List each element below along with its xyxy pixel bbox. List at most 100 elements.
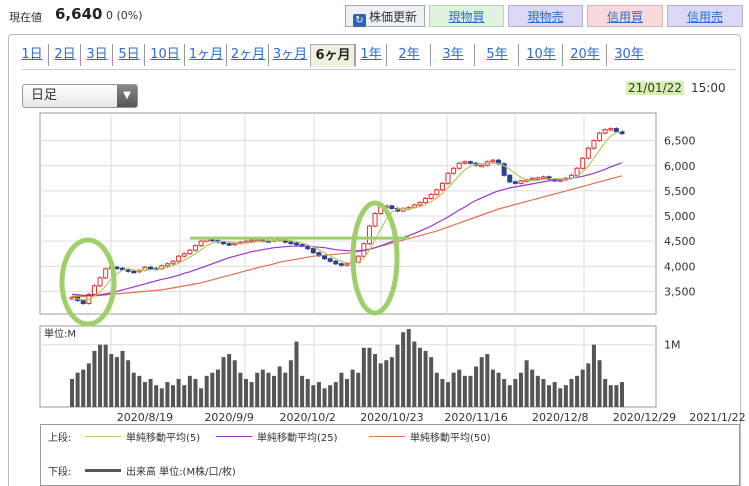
volume-bar bbox=[384, 360, 389, 407]
candle-body bbox=[540, 176, 546, 179]
candle-body bbox=[322, 255, 328, 260]
volume-bar bbox=[305, 378, 310, 407]
legend-ma50-line bbox=[369, 436, 405, 437]
tab-period-1[interactable]: 2日 bbox=[48, 44, 81, 66]
volume-bar bbox=[423, 350, 428, 407]
candle-body bbox=[198, 240, 204, 247]
candle-body bbox=[226, 243, 232, 246]
candle-body bbox=[423, 197, 429, 203]
volume-bar bbox=[406, 329, 411, 407]
volume-bar bbox=[70, 378, 74, 407]
ma25-line bbox=[71, 162, 623, 296]
moving-average-lines bbox=[71, 130, 623, 301]
volume-tick-label: 1M bbox=[664, 339, 681, 352]
volume-bar bbox=[131, 372, 136, 407]
tab-period-7[interactable]: 3ヶ月 bbox=[268, 44, 311, 66]
volume-bar bbox=[266, 372, 271, 407]
candle-body bbox=[164, 263, 170, 267]
volume-bar bbox=[277, 366, 282, 407]
buy-margin-button[interactable]: 信用買 bbox=[587, 5, 663, 27]
x-axis-ticks: 2020/8/19 2020/9/9 2020/10/2 2020/10/23 2020… bbox=[117, 411, 746, 424]
candle-body bbox=[344, 263, 350, 266]
current-time: 15:00 bbox=[691, 81, 726, 95]
volume-bar bbox=[75, 372, 80, 407]
legend-ma5-line bbox=[85, 436, 121, 437]
tab-period-9[interactable]: 1年 bbox=[354, 44, 387, 66]
x-tick-label: 2020/12/29 bbox=[613, 411, 676, 424]
volume-bar bbox=[311, 385, 316, 407]
candle-body bbox=[148, 266, 154, 270]
interval-select-value: 日足 bbox=[31, 88, 58, 103]
volume-bar bbox=[620, 382, 624, 407]
tab-period-6[interactable]: 2ヶ月 bbox=[226, 44, 269, 66]
volume-bar bbox=[103, 344, 108, 407]
price-change: 0 (0%) bbox=[106, 9, 143, 22]
volume-bar bbox=[154, 385, 159, 407]
tab-period-2[interactable]: 3日 bbox=[80, 44, 113, 66]
volume-bar bbox=[479, 357, 484, 407]
volume-bar bbox=[378, 363, 383, 407]
tab-period-5[interactable]: 1ヶ月 bbox=[184, 44, 227, 66]
tab-period-10[interactable]: 2年 bbox=[386, 44, 431, 66]
candle-body bbox=[580, 157, 586, 169]
interval-select[interactable]: 日足 ▼ bbox=[22, 84, 138, 108]
volume-bar bbox=[367, 347, 372, 407]
tab-period-3[interactable]: 5日 bbox=[112, 44, 145, 66]
volume-bar bbox=[81, 369, 86, 407]
volume-bar bbox=[328, 385, 333, 407]
volume-bar bbox=[171, 385, 176, 407]
candle-body bbox=[585, 147, 591, 159]
sell-margin-button[interactable]: 信用売 bbox=[667, 5, 743, 27]
volume-bar bbox=[333, 382, 338, 407]
y-axis-ticks: 6,500 6,000 5,500 5,000 4,500 4,000 3,500 1M bbox=[664, 135, 696, 352]
current-price-label: 現在値 bbox=[9, 11, 42, 24]
sell-spot-button[interactable]: 現物売 bbox=[508, 5, 583, 27]
tab-period-4[interactable]: 10日 bbox=[144, 44, 185, 66]
tab-period-12[interactable]: 5年 bbox=[474, 44, 519, 66]
tab-period-15[interactable]: 30年 bbox=[606, 44, 651, 66]
candle-body bbox=[467, 161, 473, 164]
volume-bar bbox=[586, 363, 591, 407]
legend-volume-label: 出来高 単位:(M株/口/枚) bbox=[126, 467, 236, 478]
current-date: 21/01/22 bbox=[626, 81, 684, 95]
legend-lower-label: 下段: bbox=[48, 467, 72, 478]
tab-period-8[interactable]: 6ヶ月 bbox=[310, 44, 356, 67]
y-tick-label: 5,500 bbox=[664, 185, 696, 198]
candle-body bbox=[445, 172, 451, 184]
volume-bar bbox=[502, 378, 507, 407]
tab-period-0[interactable]: 1日 bbox=[21, 47, 43, 62]
candle-body bbox=[434, 189, 440, 195]
candle-body bbox=[389, 205, 395, 209]
tabs-divider bbox=[22, 69, 735, 70]
quote-header: 現在値 6,640 0 (0%) ↻ 株価更新 現物買 現物売 信用買 信用売 bbox=[0, 0, 749, 32]
candle-body bbox=[192, 245, 198, 251]
candle-body bbox=[490, 159, 496, 163]
volume-bar bbox=[114, 357, 119, 407]
legend-upper-label: 上段: bbox=[48, 433, 72, 444]
legend-ma25-label: 単純移動平均(25) bbox=[257, 433, 338, 444]
volume-bar bbox=[142, 382, 147, 407]
tab-period-11[interactable]: 3年 bbox=[430, 44, 475, 66]
candle-body bbox=[602, 129, 608, 134]
update-price-button[interactable]: ↻ 株価更新 bbox=[345, 5, 425, 27]
volume-bar bbox=[272, 375, 277, 407]
candle-body bbox=[428, 193, 434, 199]
volume-bar bbox=[288, 360, 293, 407]
triangle-down-icon: ▼ bbox=[117, 85, 137, 107]
volume-bar bbox=[243, 378, 248, 407]
tab-period-13[interactable]: 10年 bbox=[518, 44, 563, 66]
volume-bar bbox=[575, 375, 580, 407]
candle-body bbox=[501, 163, 507, 176]
buy-spot-button[interactable]: 現物買 bbox=[429, 5, 504, 27]
volume-bar bbox=[552, 382, 557, 407]
x-tick-label: 2020/12/8 bbox=[532, 411, 588, 424]
candle-body bbox=[80, 299, 86, 304]
candle-body bbox=[366, 225, 372, 245]
highlight-circle-left bbox=[59, 237, 117, 327]
tab-period-14[interactable]: 20年 bbox=[562, 44, 607, 66]
candle-body bbox=[417, 201, 423, 206]
candle-body bbox=[608, 128, 614, 131]
update-price-label: 株価更新 bbox=[368, 10, 417, 24]
candle-body bbox=[507, 174, 513, 183]
